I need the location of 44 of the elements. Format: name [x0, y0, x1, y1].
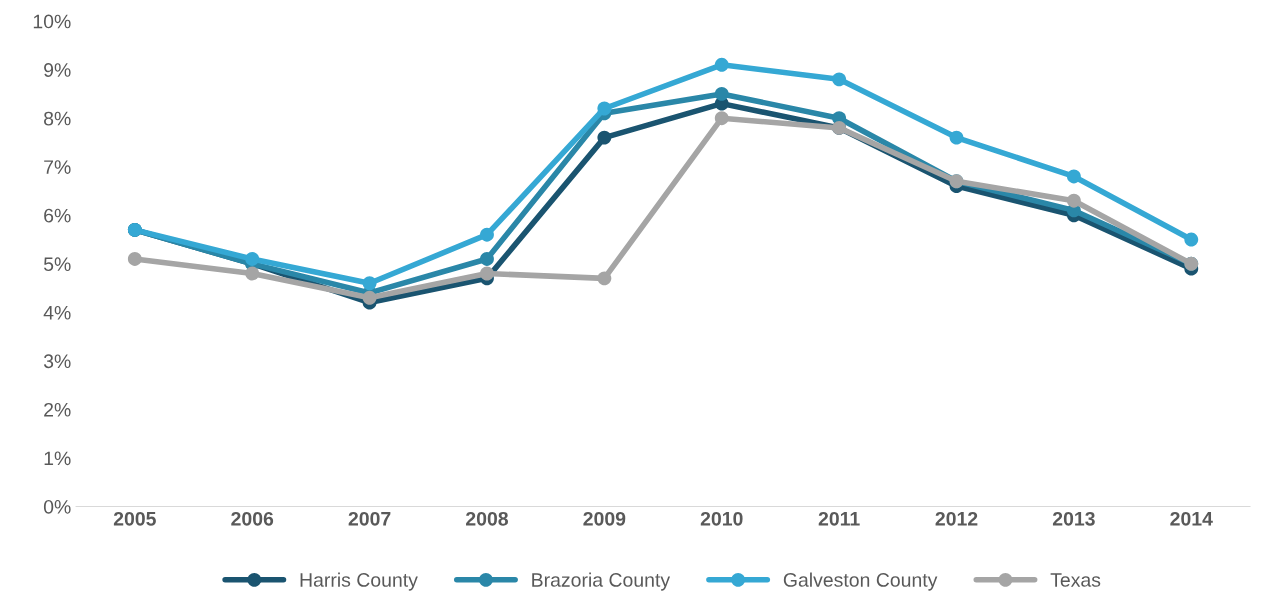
point	[1184, 232, 1199, 247]
point	[714, 57, 729, 72]
point	[480, 252, 494, 266]
legend-label: Galveston County	[783, 572, 938, 591]
x-tick-label: 2008	[466, 511, 509, 526]
x-tick-label: 2005	[113, 511, 156, 526]
point	[714, 111, 729, 126]
point	[1066, 193, 1081, 208]
legend-label: Texas	[1050, 573, 1101, 587]
y-tick-label: 0%	[43, 499, 71, 514]
y-tick-label: 3%	[43, 354, 71, 369]
x-tick-label: 2011	[818, 511, 860, 526]
y-tick-label: 2%	[44, 402, 71, 417]
legend-label: Harris County	[300, 572, 418, 591]
x-tick-label: 2009	[583, 511, 626, 526]
point	[480, 227, 494, 242]
point	[597, 130, 612, 145]
x-tick-label: 2006	[231, 511, 274, 526]
legend-label: Brazoria County	[532, 572, 671, 591]
point	[127, 252, 142, 266]
point	[362, 290, 377, 305]
point	[597, 101, 612, 116]
y-tick-label: 10%	[33, 14, 71, 29]
y-tick-label: 9%	[44, 63, 71, 77]
point	[949, 130, 964, 145]
point	[597, 271, 612, 286]
x-tick-label: 2012	[935, 511, 978, 526]
y-tick-label: 4%	[43, 305, 71, 320]
y-tick-label: 6%	[44, 208, 71, 223]
y-tick-label: 7%	[44, 160, 71, 174]
point	[714, 86, 729, 101]
x-tick-label: 2013	[1052, 511, 1095, 526]
point	[480, 266, 494, 281]
point	[1066, 169, 1081, 184]
x-tick-label: 2010	[700, 511, 743, 526]
point	[832, 72, 847, 87]
y-tick-label: 1%	[44, 451, 71, 466]
y-tick-label: 5%	[43, 257, 71, 272]
point	[245, 252, 260, 266]
x-tick-label: 2007	[348, 511, 391, 526]
y-tick-label: 8%	[44, 111, 71, 126]
point	[362, 276, 377, 291]
point	[245, 266, 260, 281]
x-tick-label: 2014	[1170, 511, 1213, 526]
